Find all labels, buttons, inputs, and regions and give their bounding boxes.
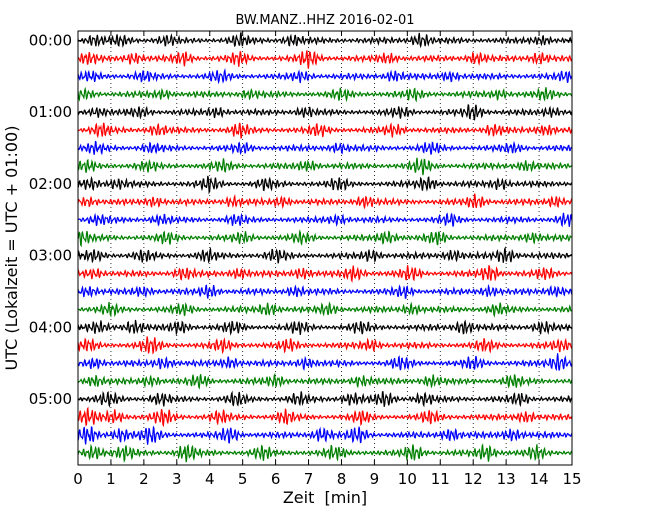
x-tick-label: 8 xyxy=(337,470,347,488)
y-tick-label: 05:00 xyxy=(29,390,72,408)
trace-row-21 xyxy=(77,406,573,428)
y-tick-label: 00:00 xyxy=(29,32,72,50)
trace-row-19 xyxy=(77,372,573,390)
x-tick-label: 13 xyxy=(497,470,516,488)
trace-row-10 xyxy=(77,212,573,228)
trace-row-0 xyxy=(77,32,573,49)
trace-row-5 xyxy=(77,122,573,140)
plot-frame xyxy=(77,30,573,466)
grid-lines xyxy=(110,31,540,465)
y-axis: 00:00 01:00 02:00 03:00 04:00 05:00 xyxy=(29,32,572,408)
x-tick-label: 1 xyxy=(106,470,116,488)
trace-row-22 xyxy=(77,425,573,445)
x-tick-label: 12 xyxy=(464,470,483,488)
chart-title: BW.MANZ..HHZ 2016-02-01 xyxy=(235,13,414,28)
x-axis-label: Zeit [min] xyxy=(283,488,367,507)
x-tick-label: 0 xyxy=(73,470,83,488)
y-tick-label: 04:00 xyxy=(29,318,72,336)
trace-row-11 xyxy=(77,229,573,248)
trace-row-2 xyxy=(77,68,573,85)
trace-row-12 xyxy=(77,246,573,264)
x-tick-label: 2 xyxy=(139,470,149,488)
x-axis: 0 1 2 3 4 5 6 7 8 9 10 11 12 13 14 15 xyxy=(73,31,582,488)
trace-row-1 xyxy=(77,50,573,69)
x-tick-label: 4 xyxy=(205,470,215,488)
x-tick-label: 6 xyxy=(271,470,281,488)
trace-row-20 xyxy=(77,390,573,408)
trace-row-9 xyxy=(77,193,573,210)
trace-row-4 xyxy=(77,104,573,121)
x-tick-label: 11 xyxy=(431,470,450,488)
trace-row-15 xyxy=(77,301,573,318)
trace-row-14 xyxy=(77,283,573,299)
trace-row-8 xyxy=(77,175,573,195)
trace-row-3 xyxy=(77,86,573,103)
y-tick-label: 03:00 xyxy=(29,247,72,265)
x-tick-label: 15 xyxy=(562,470,581,488)
x-tick-label: 14 xyxy=(530,470,549,488)
x-tick-label: 9 xyxy=(370,470,380,488)
x-tick-label: 3 xyxy=(172,470,182,488)
x-tick-label: 7 xyxy=(304,470,314,488)
x-tick-label: 10 xyxy=(398,470,417,488)
trace-row-23 xyxy=(77,443,573,463)
trace-row-18 xyxy=(77,353,573,372)
x-tick-label: 5 xyxy=(238,470,248,488)
trace-row-13 xyxy=(77,264,573,283)
y-tick-label: 02:00 xyxy=(29,175,72,193)
y-tick-label: 01:00 xyxy=(29,103,72,121)
seismic-traces xyxy=(77,32,573,463)
y-axis-label: UTC (Lokalzeit = UTC + 01:00) xyxy=(2,126,21,371)
trace-row-6 xyxy=(77,140,573,156)
trace-row-16 xyxy=(77,319,573,336)
trace-row-17 xyxy=(77,336,573,355)
trace-row-7 xyxy=(77,157,573,176)
